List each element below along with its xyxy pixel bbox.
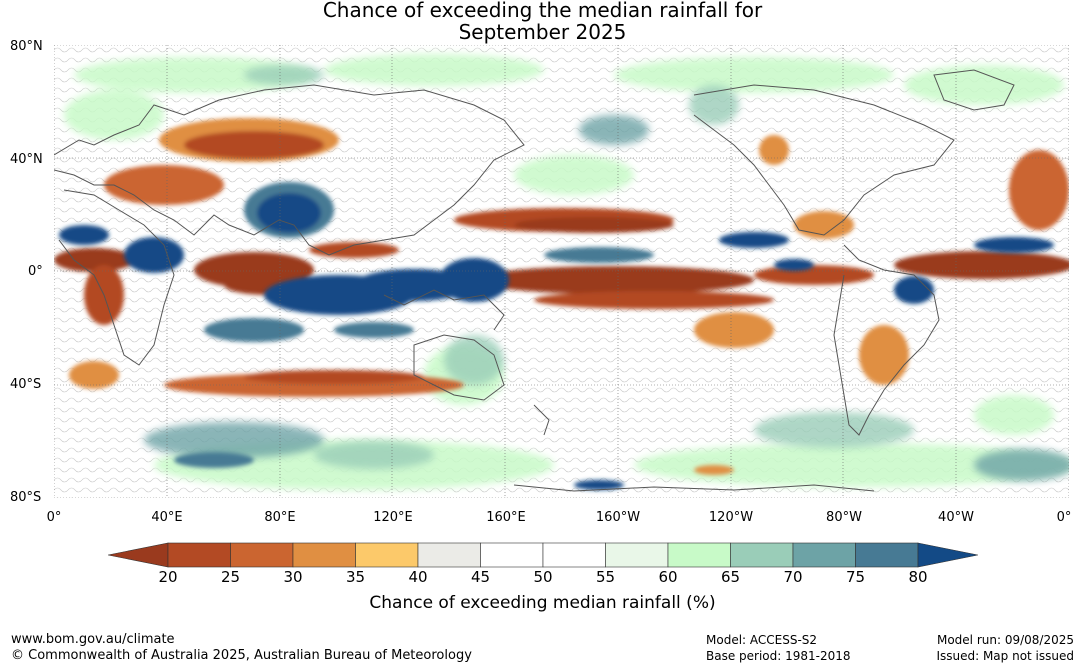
footer-model-run: Model run: 09/08/2025 (936, 633, 1074, 647)
lat-label-40n: 40°N (10, 152, 43, 167)
lon-label-80e: 80°E (264, 510, 296, 525)
colorbar-swatch (355, 542, 419, 568)
lon-label-120e: 120°E (373, 510, 413, 525)
colorbar-swatch (792, 542, 856, 568)
footer-website: www.bom.gov.au/climate (11, 632, 175, 647)
colorbar-tick-label: 40 (408, 568, 428, 586)
lon-label-80w: 80°W (826, 510, 862, 525)
colorbar-label: Chance of exceeding median rainfall (%) (369, 593, 716, 613)
colorbar-swatch (542, 542, 606, 568)
coastlines (54, 69, 1015, 492)
above-median-teal-patches (144, 65, 1069, 481)
colorbar-tick-label: 80 (908, 568, 928, 586)
map-title-line2: September 2025 (458, 20, 627, 44)
colorbar-tick-label: 20 (158, 568, 178, 586)
colorbar-swatch (292, 542, 356, 568)
lon-label-160e: 160°E (486, 510, 526, 525)
lon-label-160w: 160°W (595, 510, 641, 525)
colorbar-tick-label: 70 (783, 568, 803, 586)
colorbar-extend-low (107, 542, 169, 568)
colorbar-swatch (480, 542, 544, 568)
colorbar-swatch (167, 542, 231, 568)
colorbar-tick-label: 45 (470, 568, 491, 586)
footer-base-period: Base period: 1981-2018 (706, 649, 851, 663)
footer-issued: Issued: Map not issued (936, 649, 1074, 663)
colorbar-swatch (605, 542, 669, 568)
above-median-blue-patches (59, 182, 1054, 490)
colorbar-tick-label: 60 (658, 568, 678, 586)
colorbar (107, 541, 979, 569)
colorbar-tick-label: 75 (845, 568, 866, 586)
lat-label-equator: 0° (28, 264, 43, 279)
colorbar-tick-label: 50 (533, 568, 553, 586)
footer-copyright: © Commonwealth of Australia 2025, Austra… (11, 648, 472, 663)
colorbar-swatch (855, 542, 919, 568)
lon-label-40w: 40°W (938, 510, 974, 525)
rainfall-outlook-map (54, 45, 1069, 498)
colorbar-swatch (730, 542, 794, 568)
colorbar-tick-label: 65 (720, 568, 741, 586)
lat-label-40s: 40°S (10, 377, 42, 392)
colorbar-swatch (230, 542, 294, 568)
lon-label-120w: 120°W (708, 510, 754, 525)
colorbar-tick-label: 55 (595, 568, 616, 586)
lat-label-80n: 80°N (10, 39, 43, 54)
lon-label-0-east: 0° (1056, 510, 1072, 525)
colorbar-tick-label: 35 (345, 568, 366, 586)
colorbar-swatch (417, 542, 481, 568)
colorbar-tick-label: 30 (283, 568, 303, 586)
map-title-line1: Chance of exceeding the median rainfall … (322, 0, 763, 22)
lon-label-0: 0° (46, 510, 62, 525)
lat-label-80s: 80°S (10, 490, 42, 505)
lon-label-40e: 40°E (151, 510, 183, 525)
colorbar-svg (107, 542, 979, 568)
colorbar-tick-label: 25 (220, 568, 241, 586)
colorbar-swatch (667, 542, 731, 568)
colorbar-extend-high (917, 542, 979, 568)
footer-model: Model: ACCESS-S2 (706, 633, 818, 647)
